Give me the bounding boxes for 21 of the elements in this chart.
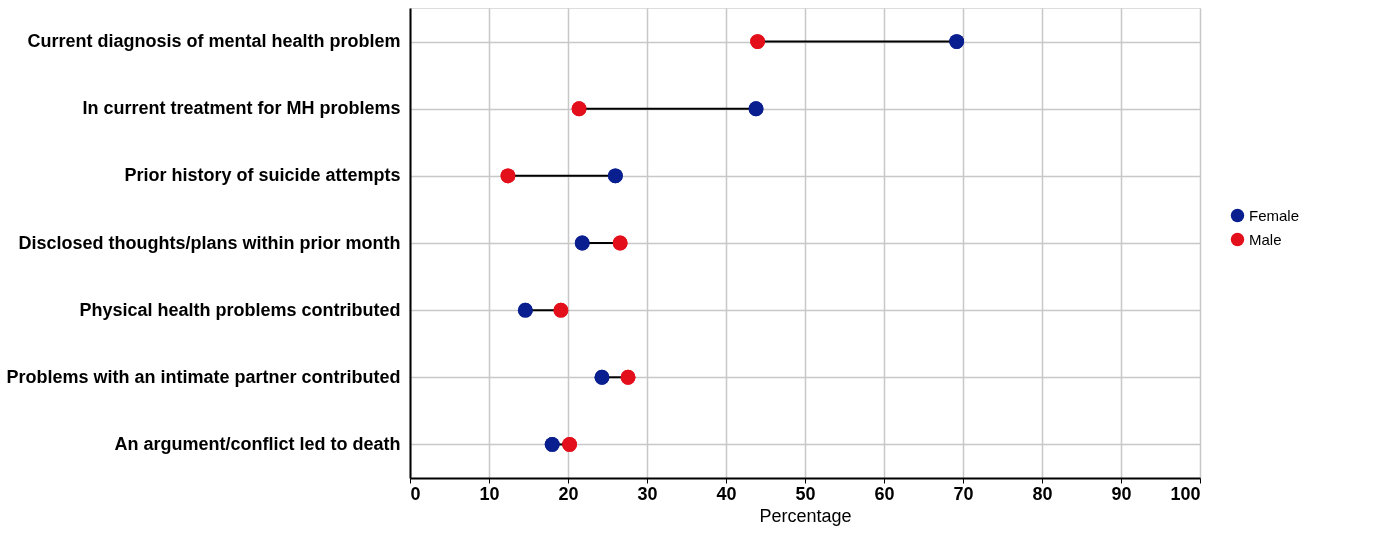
- x-tick-label: 10: [479, 483, 500, 504]
- x-tick-label: 80: [1032, 483, 1053, 504]
- legend-label: Male: [1249, 230, 1282, 248]
- x-tick-label: 70: [953, 483, 974, 504]
- y-tick-label: An argument/conflict led to death: [114, 433, 401, 454]
- x-axis-title: Percentage: [759, 505, 852, 526]
- x-tick-label: 40: [716, 483, 737, 504]
- y-tick-label: Problems with an intimate partner contributed: [6, 366, 401, 387]
- y-tick-label: Physical health problems contributed: [79, 299, 401, 320]
- x-tick-label: 60: [874, 483, 895, 504]
- y-tick-label: Current diagnosis of mental health problem: [27, 31, 401, 52]
- x-tick-label: 20: [558, 483, 579, 504]
- x-tick-label: 90: [1111, 483, 1132, 504]
- x-tick-label: 0: [410, 483, 421, 504]
- y-tick-label: Disclosed thoughts/plans within prior month: [18, 232, 401, 253]
- x-tick-label: 50: [795, 483, 816, 504]
- y-tick-label: Prior history of suicide attempts: [124, 165, 401, 186]
- x-tick-label: 100: [1170, 483, 1201, 504]
- y-tick-label: In current treatment for MH problems: [82, 98, 401, 119]
- x-tick-label: 30: [637, 483, 658, 504]
- legend-label: Female: [1249, 206, 1300, 224]
